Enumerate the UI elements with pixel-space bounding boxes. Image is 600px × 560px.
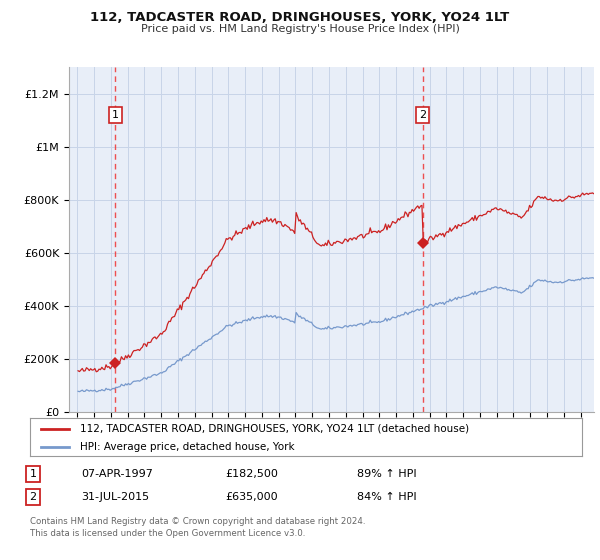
Text: 1: 1	[112, 110, 119, 120]
Text: Contains HM Land Registry data © Crown copyright and database right 2024.
This d: Contains HM Land Registry data © Crown c…	[30, 517, 365, 538]
Text: 84% ↑ HPI: 84% ↑ HPI	[357, 492, 416, 502]
Text: 31-JUL-2015: 31-JUL-2015	[81, 492, 149, 502]
Text: £635,000: £635,000	[225, 492, 278, 502]
Text: 1: 1	[29, 469, 37, 479]
Text: £182,500: £182,500	[225, 469, 278, 479]
Text: Price paid vs. HM Land Registry's House Price Index (HPI): Price paid vs. HM Land Registry's House …	[140, 24, 460, 34]
Text: 07-APR-1997: 07-APR-1997	[81, 469, 153, 479]
Text: 89% ↑ HPI: 89% ↑ HPI	[357, 469, 416, 479]
Text: HPI: Average price, detached house, York: HPI: Average price, detached house, York	[80, 442, 295, 452]
Text: 112, TADCASTER ROAD, DRINGHOUSES, YORK, YO24 1LT: 112, TADCASTER ROAD, DRINGHOUSES, YORK, …	[91, 11, 509, 24]
Text: 112, TADCASTER ROAD, DRINGHOUSES, YORK, YO24 1LT (detached house): 112, TADCASTER ROAD, DRINGHOUSES, YORK, …	[80, 424, 469, 434]
Text: 2: 2	[419, 110, 426, 120]
Text: 2: 2	[29, 492, 37, 502]
